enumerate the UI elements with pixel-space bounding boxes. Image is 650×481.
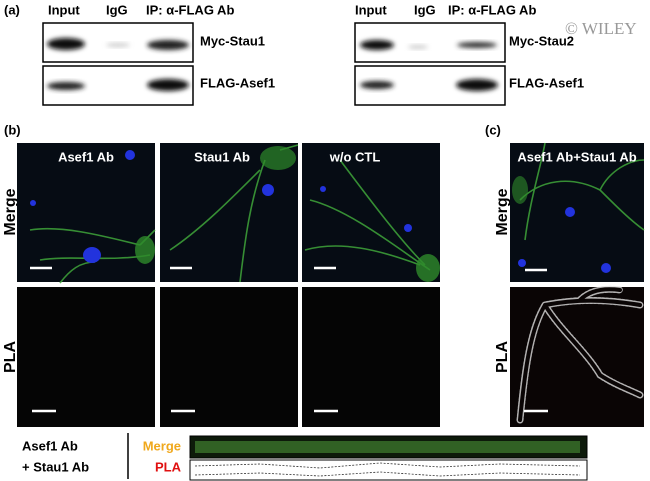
row-label: Merge (2, 188, 19, 235)
blot (42, 22, 194, 106)
panel-label: (b) (4, 122, 21, 137)
band-label: Myc-Stau1 (200, 33, 265, 48)
lane-label: Input (48, 2, 80, 17)
lane-label: IgG (106, 2, 128, 17)
blot (354, 22, 506, 106)
lane-label: IP: α-FLAG Ab (448, 2, 536, 17)
lane-label: IgG (414, 2, 436, 17)
condition-label: Asef1 Ab (22, 438, 78, 453)
condition-label: + Stau1 Ab (22, 459, 89, 474)
legend-merge: Merge (143, 438, 181, 453)
column-label: Stau1 Ab (194, 149, 250, 164)
micrograph (17, 287, 440, 427)
lane-label: IP: α-FLAG Ab (146, 2, 234, 17)
micrograph (302, 143, 440, 282)
column-label: w/o CTL (329, 149, 381, 164)
micrograph (160, 143, 299, 283)
band-label: Myc-Stau2 (509, 33, 574, 48)
lane-label: Input (355, 2, 387, 17)
row-label: PLA (2, 341, 19, 373)
band-label: FLAG-Asef1 (509, 75, 584, 90)
watermark: © WILEY (565, 19, 637, 38)
panel-label: (a) (4, 2, 20, 17)
column-label: Asef1 Ab (58, 149, 114, 164)
band-label: FLAG-Asef1 (200, 75, 275, 90)
row-label: Merge (494, 188, 511, 235)
micrograph (510, 285, 644, 427)
micrograph (510, 142, 645, 282)
column-label: Asef1 Ab+Stau1 Ab (517, 149, 636, 164)
legend-pla: PLA (155, 459, 182, 474)
strip-image (189, 435, 588, 481)
row-label: PLA (494, 341, 511, 373)
panel-label: (c) (485, 122, 501, 137)
micrograph (17, 143, 156, 284)
